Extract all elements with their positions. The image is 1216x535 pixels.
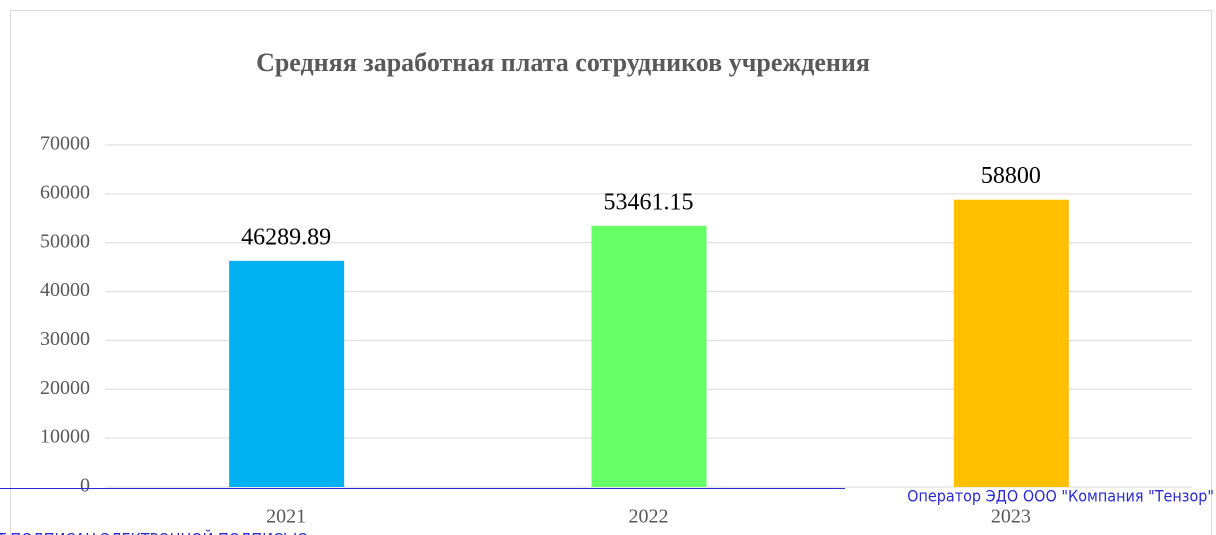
x-tick-label: 2023 bbox=[991, 506, 1031, 528]
y-tick-label: 30000 bbox=[40, 328, 90, 350]
x-tick-label: 2022 bbox=[629, 506, 669, 528]
y-tick-label: 20000 bbox=[40, 377, 90, 399]
y-tick-label: 0 bbox=[80, 475, 90, 497]
y-tick-label: 40000 bbox=[40, 279, 90, 301]
data-label: 58800 bbox=[981, 163, 1041, 189]
bar bbox=[591, 225, 707, 488]
y-tick-label: 10000 bbox=[40, 426, 90, 448]
watermark-stamp: Т ПОДПИСАН ЭЛЕКТРОННОЙ ПОДПИСЬЮ bbox=[0, 530, 308, 535]
y-tick-label: 70000 bbox=[40, 133, 90, 155]
data-label: 53461.15 bbox=[604, 189, 694, 215]
y-tick-label: 60000 bbox=[40, 181, 90, 203]
watermark-operator: Оператор ЭДО ООО "Компания "Тензор" bbox=[907, 487, 1214, 506]
x-tick-label: 2021 bbox=[266, 506, 306, 528]
bar bbox=[229, 260, 345, 487]
bar bbox=[953, 199, 1069, 487]
chart-title: Средняя заработная плата сотрудников учр… bbox=[256, 48, 870, 77]
y-tick-label: 50000 bbox=[40, 230, 90, 252]
data-label: 46289.89 bbox=[241, 224, 331, 250]
